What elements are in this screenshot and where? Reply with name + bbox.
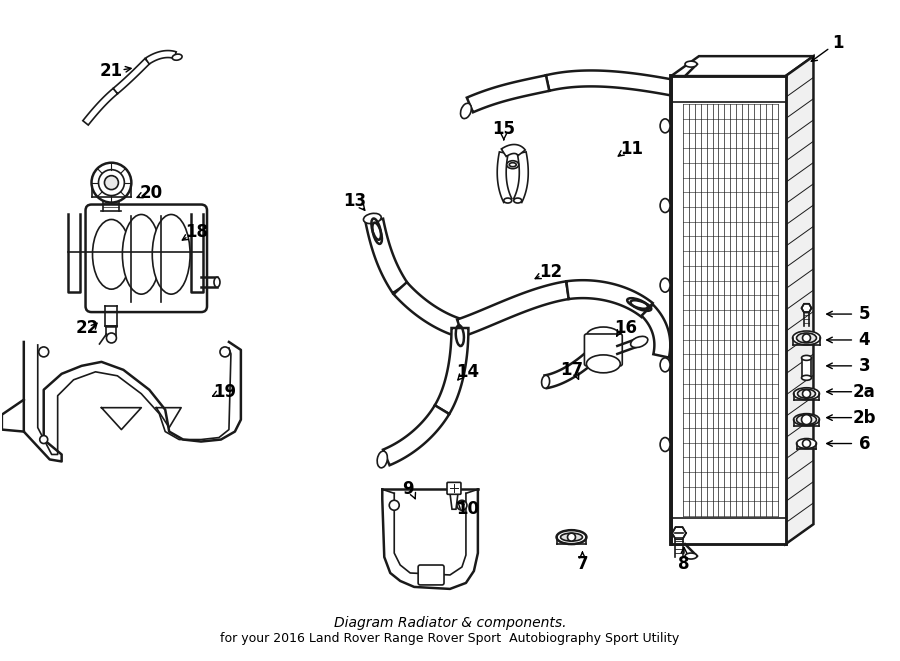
Polygon shape [146,51,176,64]
Text: 13: 13 [343,192,366,210]
Bar [802,358,812,378]
Text: 9: 9 [402,481,414,498]
Ellipse shape [631,336,648,348]
Polygon shape [457,282,569,336]
Text: 14: 14 [456,363,480,381]
Polygon shape [671,56,814,76]
Text: 2a: 2a [853,383,876,401]
Ellipse shape [660,119,670,133]
Circle shape [803,440,811,447]
FancyBboxPatch shape [447,483,461,494]
Ellipse shape [509,163,517,167]
Polygon shape [671,76,786,544]
Text: 2b: 2b [852,408,876,426]
Text: for your 2016 Land Rover Range Rover Sport  Autobiography Sport Utility: for your 2016 Land Rover Range Rover Spo… [220,632,680,645]
Ellipse shape [797,389,815,398]
Polygon shape [365,219,408,293]
Ellipse shape [793,331,821,345]
Ellipse shape [587,327,620,345]
FancyBboxPatch shape [418,565,444,585]
Circle shape [40,436,48,444]
Circle shape [457,500,467,510]
Circle shape [39,347,49,357]
Text: Diagram Radiator & components.: Diagram Radiator & components. [334,616,566,630]
Text: 10: 10 [456,500,480,518]
Ellipse shape [685,61,697,67]
Polygon shape [467,75,549,112]
Polygon shape [393,282,463,336]
Polygon shape [545,71,687,98]
Text: 22: 22 [76,319,99,337]
Ellipse shape [556,530,587,544]
Polygon shape [450,493,458,509]
Text: 6: 6 [859,434,870,453]
Circle shape [803,390,811,398]
Text: 18: 18 [185,223,209,241]
Polygon shape [435,328,468,414]
Ellipse shape [587,355,620,373]
Ellipse shape [660,198,670,212]
Ellipse shape [794,388,819,400]
Ellipse shape [794,414,819,426]
Ellipse shape [364,214,382,223]
Polygon shape [642,305,670,358]
Text: 8: 8 [679,555,689,573]
Circle shape [104,176,119,190]
Circle shape [802,414,812,424]
Text: 17: 17 [560,361,583,379]
Text: 20: 20 [140,184,163,202]
Circle shape [220,347,230,357]
Polygon shape [672,527,686,539]
Ellipse shape [796,414,816,424]
Polygon shape [514,152,528,202]
Circle shape [390,500,400,510]
Text: 3: 3 [859,357,870,375]
Polygon shape [544,353,594,388]
Ellipse shape [152,214,190,294]
Circle shape [92,163,131,202]
Circle shape [803,334,811,342]
Text: 1: 1 [832,34,844,52]
Ellipse shape [214,277,220,287]
Text: 7: 7 [577,555,589,573]
Polygon shape [566,280,652,317]
Ellipse shape [660,358,670,372]
Text: 16: 16 [614,319,637,337]
Polygon shape [497,152,512,202]
Polygon shape [83,89,118,125]
Polygon shape [113,59,149,94]
Ellipse shape [802,356,812,360]
Circle shape [98,170,124,196]
Ellipse shape [122,214,160,294]
Text: 4: 4 [859,331,870,349]
Circle shape [568,533,575,541]
FancyBboxPatch shape [584,334,622,366]
Ellipse shape [461,103,472,118]
Ellipse shape [660,438,670,451]
Ellipse shape [93,219,130,289]
Ellipse shape [796,438,816,449]
Text: 15: 15 [492,120,516,138]
Text: 12: 12 [539,263,562,281]
Polygon shape [802,304,812,313]
Ellipse shape [685,553,697,559]
Ellipse shape [802,375,812,380]
Ellipse shape [514,198,522,203]
Text: 21: 21 [100,62,123,80]
Ellipse shape [561,533,582,541]
Ellipse shape [504,198,512,203]
Ellipse shape [172,54,182,60]
Ellipse shape [796,333,816,343]
Circle shape [106,333,116,343]
Ellipse shape [660,278,670,292]
Text: 5: 5 [859,305,870,323]
Polygon shape [786,56,814,544]
Polygon shape [501,145,526,157]
Text: 19: 19 [213,383,237,401]
Polygon shape [383,405,449,465]
Ellipse shape [542,375,550,388]
Text: 11: 11 [620,139,643,158]
Ellipse shape [377,451,387,468]
Ellipse shape [507,161,518,169]
